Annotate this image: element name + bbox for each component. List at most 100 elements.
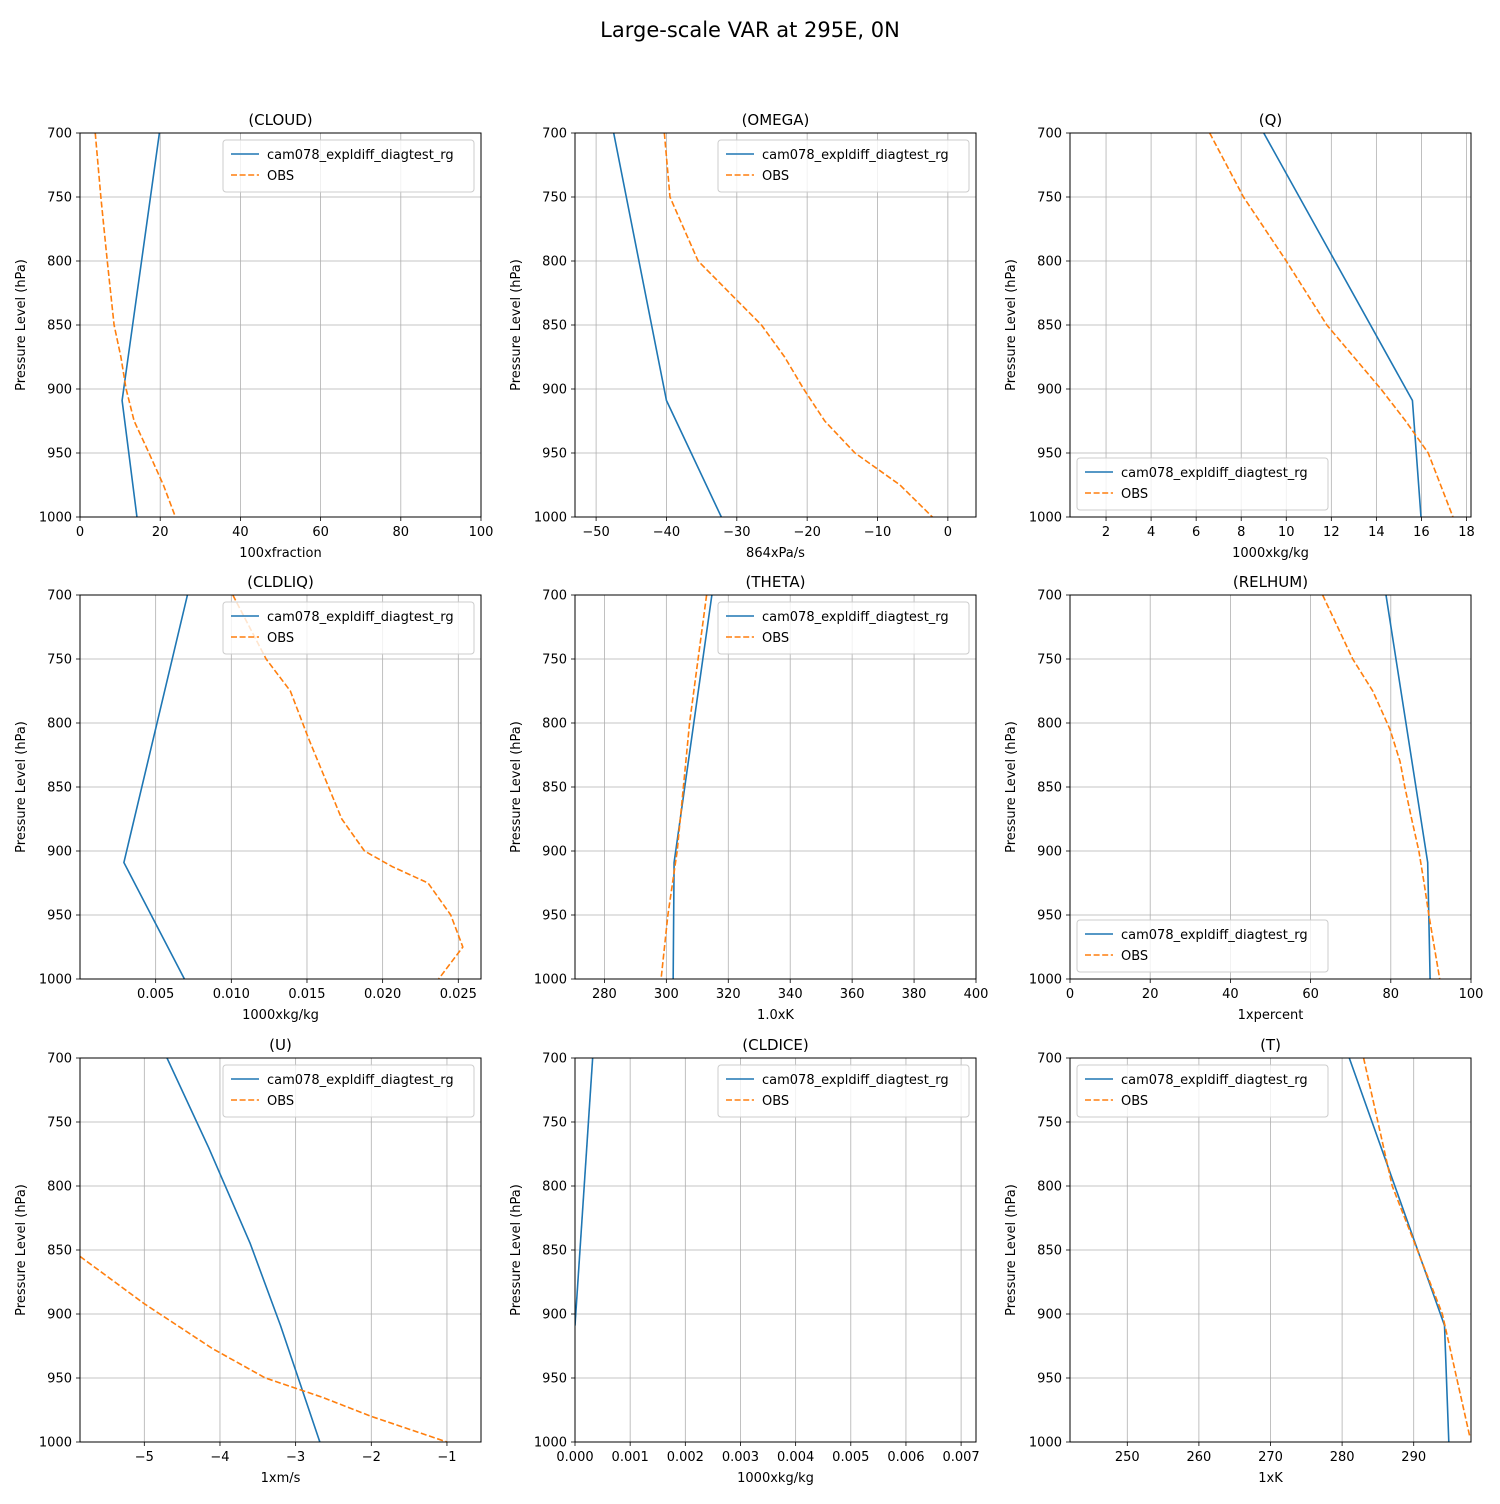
y-tick-label: 900 (1037, 383, 1062, 398)
y-tick-label: 800 (542, 1180, 567, 1195)
legend-label: OBS (267, 631, 294, 646)
y-axis-label: Pressure Level (hPa) (1004, 721, 1019, 853)
y-tick-label: 950 (542, 909, 567, 924)
subplot-6: 0 20 40 60 80 100 700 750 800 850 900 950 1000 (RELHU… (1004, 573, 1483, 1023)
y-tick-label: 950 (47, 909, 72, 924)
legend-box (1076, 1064, 1329, 1118)
x-tick-label: 100 (1459, 987, 1484, 1002)
y-tick-label: 800 (1037, 717, 1062, 732)
x-tick-label: 100 (469, 525, 494, 540)
subplot-title: (OMEGA) (742, 111, 810, 129)
legend-label: OBS (762, 631, 789, 646)
x-axis-label: 1000xkg/kg (737, 1471, 814, 1486)
y-tick-label: 700 (47, 127, 72, 142)
y-tick-label: 900 (1037, 1308, 1062, 1323)
subplot-title: (T) (1260, 1036, 1281, 1054)
y-tick-label: 850 (1037, 781, 1062, 796)
subplot-title: (RELHUM) (1233, 573, 1308, 591)
series-group (80, 1058, 448, 1442)
series-group (1321, 595, 1441, 979)
legend: cam078_expldiff_diagtest_rg OBS (717, 1064, 970, 1118)
x-tick-label: 400 (964, 987, 989, 1002)
x-tick-label: 0.006 (887, 1450, 924, 1465)
y-tick-label: 900 (1037, 845, 1062, 860)
y-tick-label: 750 (47, 1116, 72, 1131)
y-axis-label: Pressure Level (hPa) (1004, 1184, 1019, 1316)
legend-label: OBS (267, 1094, 294, 1109)
x-tick-label: 0.001 (612, 1450, 649, 1465)
y-tick-label: 800 (47, 1180, 72, 1195)
y-tick-label: 950 (1037, 909, 1062, 924)
legend-box (717, 1064, 970, 1118)
x-tick-label: 0.007 (942, 1450, 979, 1465)
x-tick-label: 80 (393, 525, 410, 540)
legend-box (1076, 919, 1329, 973)
y-tick-label: 850 (1037, 1244, 1062, 1259)
y-tick-label: 850 (542, 319, 567, 334)
y-tick-label: 750 (542, 1116, 567, 1131)
x-tick-label: 60 (1302, 987, 1319, 1002)
y-tick-label: 750 (47, 653, 72, 668)
y-tick-label: 1000 (39, 1436, 72, 1451)
x-tick-label: 300 (654, 987, 679, 1002)
x-tick-label: 0 (944, 525, 952, 540)
y-axis-label: Pressure Level (hPa) (509, 259, 524, 391)
x-tick-label: 320 (716, 987, 741, 1002)
legend-box (222, 1064, 475, 1118)
y-tick-label: 1000 (1029, 511, 1062, 526)
x-tick-label: 80 (1383, 987, 1400, 1002)
legend: cam078_expldiff_diagtest_rg OBS (222, 601, 475, 655)
y-tick-label: 850 (47, 319, 72, 334)
y-tick-label: 900 (542, 1308, 567, 1323)
legend-box (717, 601, 970, 655)
model-line (166, 1058, 321, 1442)
x-tick-label: 0 (76, 525, 84, 540)
legend-label: cam078_expldiff_diagtest_rg (762, 610, 949, 625)
y-tick-label: 750 (1037, 653, 1062, 668)
y-tick-label: 900 (542, 383, 567, 398)
x-tick-label: 0.015 (288, 987, 325, 1002)
legend-box (222, 601, 475, 655)
y-tick-label: 700 (1037, 589, 1062, 604)
x-tick-label: 260 (1186, 1450, 1211, 1465)
y-tick-label: 700 (542, 589, 567, 604)
legend-box (717, 139, 970, 193)
x-axis-label: 1xK (1258, 1471, 1283, 1486)
model-line (121, 133, 161, 517)
y-tick-label: 750 (542, 653, 567, 668)
subplot-7: −5 −4 −3 −2 −1 700 750 800 850 900 950 1000 (U) 1xm/s… (14, 1036, 482, 1486)
x-axis-label: 1000xkg/kg (242, 1008, 319, 1023)
y-tick-label: 1000 (1029, 1436, 1062, 1451)
y-tick-label: 750 (47, 191, 72, 206)
x-tick-label: 20 (152, 525, 169, 540)
x-tick-label: 0.002 (667, 1450, 704, 1465)
y-tick-label: 800 (47, 255, 72, 270)
x-axis-label: 864xPa/s (746, 546, 805, 561)
x-axis-label: 1000xkg/kg (1232, 546, 1309, 561)
y-tick-label: 850 (47, 1244, 72, 1259)
obs-line (80, 1255, 448, 1442)
x-axis-label: 100xfraction (239, 546, 321, 561)
x-tick-label: 360 (840, 987, 865, 1002)
y-tick-label: 850 (542, 1244, 567, 1259)
obs-line (1208, 133, 1454, 517)
x-tick-label: 0.005 (137, 987, 174, 1002)
legend: cam078_expldiff_diagtest_rg OBS (1076, 1064, 1329, 1118)
subplot-4: 0.005 0.010 0.015 0.020 0.025 700 750 800 850 900… (14, 573, 482, 1023)
x-tick-label: 6 (1192, 525, 1200, 540)
series-group (1208, 133, 1454, 517)
x-tick-label: 380 (902, 987, 927, 1002)
subplot-title: (CLDICE) (742, 1036, 808, 1054)
x-tick-label: 12 (1323, 525, 1340, 540)
y-axis-label: Pressure Level (hPa) (14, 721, 29, 853)
x-tick-label: 4 (1147, 525, 1155, 540)
y-tick-label: 900 (47, 383, 72, 398)
legend-label: cam078_expldiff_diagtest_rg (267, 610, 454, 625)
subplot-1: 0 20 40 60 80 100 700 750 800 850 900 950 1000 (CLOUD… (14, 111, 493, 561)
legend-label: cam078_expldiff_diagtest_rg (267, 1073, 454, 1088)
x-axis-label: 1.0xK (757, 1008, 794, 1023)
x-tick-label: 60 (312, 525, 329, 540)
y-tick-label: 800 (542, 255, 567, 270)
y-tick-label: 950 (1037, 447, 1062, 462)
